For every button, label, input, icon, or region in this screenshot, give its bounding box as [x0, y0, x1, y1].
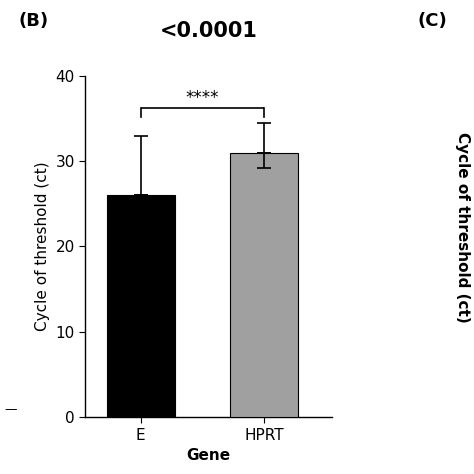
Text: ****: **** — [186, 89, 219, 107]
Text: (B): (B) — [19, 12, 49, 30]
Text: (C): (C) — [417, 12, 447, 30]
Y-axis label: Cycle of threshold (ct): Cycle of threshold (ct) — [35, 162, 50, 331]
Text: Cycle of threshold (ct): Cycle of threshold (ct) — [455, 132, 470, 323]
X-axis label: Gene: Gene — [186, 448, 231, 463]
Bar — [107, 195, 174, 417]
Text: —: — — [5, 403, 17, 417]
Text: <0.0001: <0.0001 — [160, 21, 257, 41]
Bar — [230, 153, 298, 417]
